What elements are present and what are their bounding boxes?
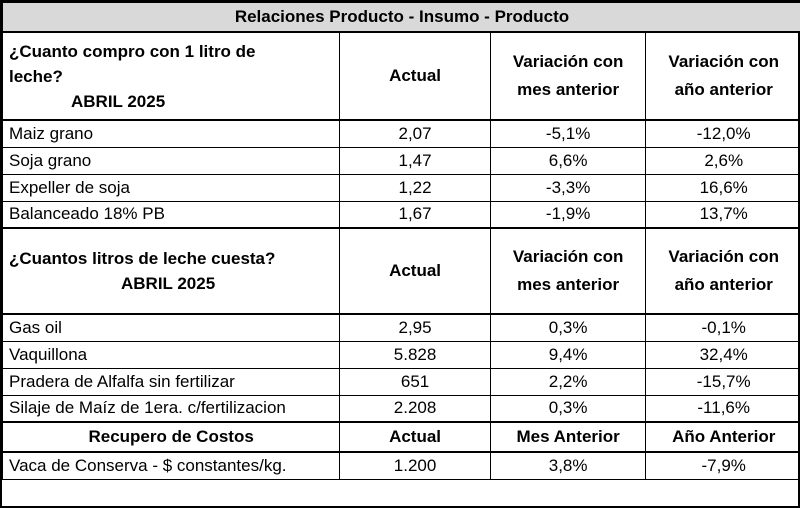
- row-var-anio: -15,7%: [645, 367, 800, 396]
- table-row: Soja grano 1,47 6,6% 2,6%: [1, 146, 800, 175]
- row-actual: 1,67: [339, 200, 491, 229]
- section2-question-line1: ¿Cuantos litros de leche cuesta?: [9, 249, 276, 268]
- row-var-anio: -0,1%: [645, 313, 800, 342]
- row-actual: 1,22: [339, 173, 491, 202]
- section1-col-actual: Actual: [339, 31, 491, 121]
- table-row: Expeller de soja 1,22 -3,3% 16,6%: [1, 173, 800, 202]
- section3-col-anio: Año Anterior: [645, 421, 800, 453]
- row-actual: 2,07: [339, 119, 491, 148]
- section2-question: ¿Cuantos litros de leche cuesta? ABRIL 2…: [1, 227, 341, 315]
- row-actual: 5.828: [339, 340, 491, 369]
- row-label: Vaquillona: [1, 340, 341, 369]
- row-label: Maiz grano: [1, 119, 341, 148]
- table-row: Gas oil 2,95 0,3% -0,1%: [1, 313, 800, 342]
- row-label: Pradera de Alfalfa sin fertilizar: [1, 367, 341, 396]
- section1-question: ¿Cuanto compro con 1 litro de leche? ABR…: [1, 31, 341, 121]
- section3-col-actual: Actual: [339, 421, 491, 453]
- row-var-anio: 16,6%: [645, 173, 800, 202]
- row-actual: 1.200: [339, 451, 491, 480]
- table-row: Silaje de Maíz de 1era. c/fertilizacion …: [1, 394, 800, 423]
- row-var-anio: -7,9%: [645, 451, 800, 480]
- row-label: Soja grano: [1, 146, 341, 175]
- section2-col-var-mes: Variación con mes anterior: [489, 227, 647, 315]
- table-row: Pradera de Alfalfa sin fertilizar 651 2,…: [1, 367, 800, 396]
- section1-question-line1: ¿Cuanto compro con 1 litro de: [9, 41, 256, 61]
- row-label: Vaca de Conserva - $ constantes/kg.: [1, 451, 341, 480]
- row-var-mes: 6,6%: [489, 146, 647, 175]
- section3-col-mes: Mes Anterior: [489, 421, 647, 453]
- row-var-mes: -5,1%: [489, 119, 647, 148]
- row-var-mes: -1,9%: [489, 200, 647, 229]
- row-var-mes: 3,8%: [489, 451, 647, 480]
- section3-header-label: Recupero de Costos: [1, 421, 341, 453]
- row-var-anio: 2,6%: [645, 146, 800, 175]
- section2-col-actual: Actual: [339, 227, 491, 315]
- section1-period: ABRIL 2025: [71, 91, 166, 111]
- row-var-mes: 9,4%: [489, 340, 647, 369]
- section1-col-var-anio: Variación con año anterior: [645, 31, 800, 121]
- row-actual: 1,47: [339, 146, 491, 175]
- row-var-anio: 32,4%: [645, 340, 800, 369]
- row-label: Gas oil: [1, 313, 341, 342]
- section2-period: ABRIL 2025: [121, 274, 216, 293]
- row-label: Expeller de soja: [1, 173, 341, 202]
- row-label: Balanceado 18% PB: [1, 200, 341, 229]
- row-var-mes: 0,3%: [489, 394, 647, 423]
- table-title: Relaciones Producto - Insumo - Producto: [2, 2, 800, 33]
- section1-col-var-mes: Variación con mes anterior: [489, 31, 647, 121]
- row-var-anio: 13,7%: [645, 200, 800, 229]
- row-var-mes: -3,3%: [489, 173, 647, 202]
- row-actual: 2.208: [339, 394, 491, 423]
- row-var-mes: 0,3%: [489, 313, 647, 342]
- table-row: Balanceado 18% PB 1,67 -1,9% 13,7%: [1, 200, 800, 229]
- section3-header-row: Recupero de Costos Actual Mes Anterior A…: [1, 421, 800, 453]
- row-actual: 2,95: [339, 313, 491, 342]
- section1-question-line2: leche?: [9, 66, 63, 86]
- row-actual: 651: [339, 367, 491, 396]
- row-var-anio: -12,0%: [645, 119, 800, 148]
- row-var-anio: -11,6%: [645, 394, 800, 423]
- table-row: Vaca de Conserva - $ constantes/kg. 1.20…: [1, 451, 800, 480]
- row-label: Silaje de Maíz de 1era. c/fertilizacion: [1, 394, 341, 423]
- section2-col-var-anio: Variación con año anterior: [645, 227, 800, 315]
- ipp-table: Relaciones Producto - Insumo - Producto …: [1, 2, 800, 480]
- table-row: Vaquillona 5.828 9,4% 32,4%: [1, 340, 800, 369]
- row-var-mes: 2,2%: [489, 367, 647, 396]
- table-row: Maiz grano 2,07 -5,1% -12,0%: [1, 119, 800, 148]
